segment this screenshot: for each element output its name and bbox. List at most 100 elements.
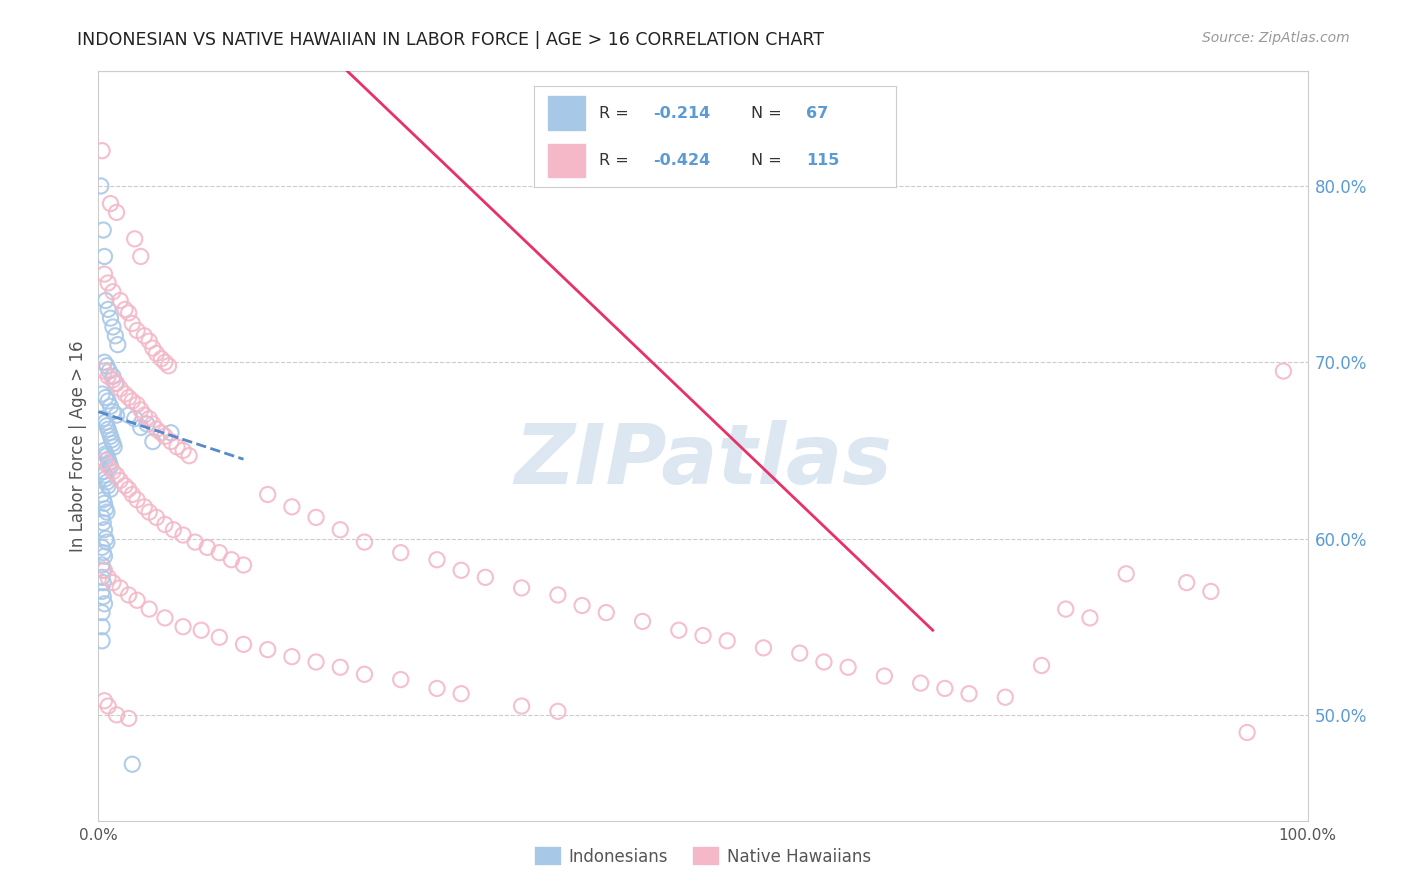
Point <box>789 646 811 660</box>
Point <box>101 436 124 450</box>
Point <box>195 541 218 555</box>
Point <box>103 440 125 454</box>
Text: ZIPatlas: ZIPatlas <box>515 420 891 501</box>
Point <box>184 535 207 549</box>
Point <box>98 456 121 470</box>
Legend: Indonesians, Native Hawaiians: Indonesians, Native Hawaiians <box>529 841 877 872</box>
Point <box>97 452 120 467</box>
Point <box>752 640 775 655</box>
Point <box>571 599 593 613</box>
Point <box>97 276 120 290</box>
Point <box>96 475 118 490</box>
Point <box>166 440 188 454</box>
Point <box>108 293 131 308</box>
Point <box>108 474 131 488</box>
Point <box>101 320 124 334</box>
Point <box>127 324 149 338</box>
Point <box>145 510 167 524</box>
Point <box>138 602 160 616</box>
Point <box>153 517 176 532</box>
Point <box>474 570 496 584</box>
Point <box>256 642 278 657</box>
Point <box>172 528 194 542</box>
Point <box>105 205 128 219</box>
Point <box>329 523 352 537</box>
Point <box>450 687 472 701</box>
Point <box>91 584 114 599</box>
Point <box>221 552 243 566</box>
Point <box>94 391 117 405</box>
Point <box>91 558 114 572</box>
Point <box>101 373 124 387</box>
Point <box>104 376 127 391</box>
Point <box>91 541 114 555</box>
Point <box>91 546 114 560</box>
Point <box>94 532 117 546</box>
Point <box>101 465 124 479</box>
Point <box>100 482 122 496</box>
Point <box>305 655 328 669</box>
Point <box>426 552 449 566</box>
Point <box>91 492 114 507</box>
Point <box>127 593 149 607</box>
Point <box>631 615 654 629</box>
Point <box>450 563 472 577</box>
Point <box>157 359 180 373</box>
Point <box>910 676 932 690</box>
Point <box>510 581 533 595</box>
Point <box>100 459 122 474</box>
Point <box>129 420 152 434</box>
Point <box>91 590 114 604</box>
Point <box>93 267 115 281</box>
Point <box>100 400 122 414</box>
Point <box>93 523 115 537</box>
Point <box>1078 611 1101 625</box>
Point <box>153 429 176 443</box>
Point <box>256 487 278 501</box>
Point <box>98 364 121 378</box>
Point <box>873 669 896 683</box>
Point <box>97 570 120 584</box>
Point <box>93 454 115 468</box>
Point <box>91 570 114 584</box>
Point <box>108 382 131 396</box>
Point <box>837 660 859 674</box>
Point <box>94 447 117 461</box>
Point <box>145 422 167 436</box>
Point <box>134 500 156 514</box>
Point <box>94 501 117 516</box>
Point <box>142 417 165 431</box>
Point <box>692 628 714 642</box>
Point <box>93 443 115 458</box>
Point <box>716 633 738 648</box>
Point <box>353 667 375 681</box>
Point <box>150 351 173 366</box>
Point <box>389 673 412 687</box>
Point <box>101 575 124 590</box>
Point <box>91 620 114 634</box>
Point <box>96 359 118 373</box>
Point <box>93 250 115 264</box>
Point <box>101 369 124 384</box>
Point <box>91 465 114 479</box>
Point <box>1175 575 1198 590</box>
Point <box>105 408 128 422</box>
Point <box>142 434 165 449</box>
Point <box>1199 584 1222 599</box>
Point <box>93 694 115 708</box>
Point <box>91 575 114 590</box>
Point <box>91 606 114 620</box>
Point <box>232 558 254 572</box>
Point <box>97 394 120 409</box>
Point <box>96 449 118 463</box>
Point <box>208 546 231 560</box>
Point <box>94 293 117 308</box>
Text: INDONESIAN VS NATIVE HAWAIIAN IN LABOR FORCE | AGE > 16 CORRELATION CHART: INDONESIAN VS NATIVE HAWAIIAN IN LABOR F… <box>77 31 824 49</box>
Point <box>118 408 141 422</box>
Point <box>135 417 157 431</box>
Point <box>105 376 128 391</box>
Point <box>98 425 121 440</box>
Point <box>121 317 143 331</box>
Point <box>105 707 128 722</box>
Point <box>389 546 412 560</box>
